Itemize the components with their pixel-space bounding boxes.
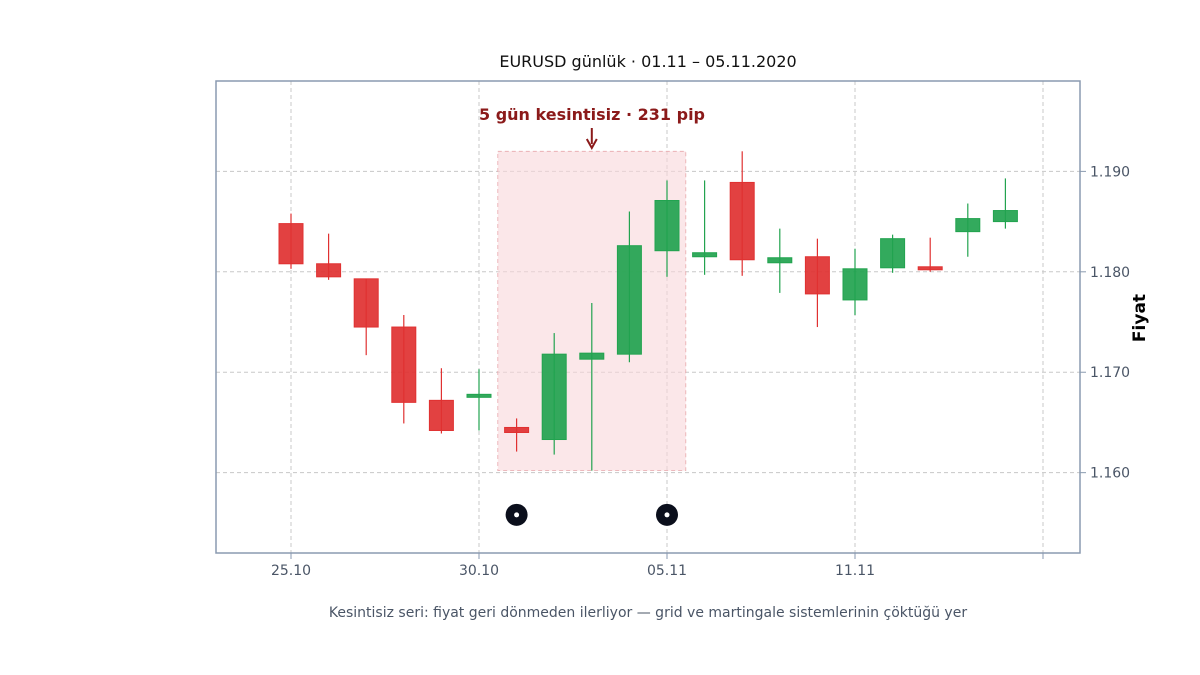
candle bbox=[316, 233, 342, 280]
chart-caption: Kesintisiz seri: fiyat geri dönmeden ile… bbox=[329, 605, 967, 621]
y-tick-label: 1.180 bbox=[1090, 265, 1130, 281]
candle bbox=[917, 237, 943, 272]
candle bbox=[579, 302, 605, 471]
x-tick-label: 05.11 bbox=[647, 563, 687, 579]
candle-body bbox=[729, 181, 755, 261]
candle-body bbox=[541, 353, 567, 441]
candle-body bbox=[466, 393, 492, 398]
candle-body bbox=[880, 238, 906, 269]
candle-body bbox=[504, 426, 530, 433]
y-tick-label: 1.170 bbox=[1090, 365, 1130, 381]
marker-center bbox=[514, 512, 520, 518]
candle bbox=[466, 369, 492, 431]
candle bbox=[804, 238, 830, 328]
marker-layer bbox=[505, 503, 678, 526]
candle-body bbox=[353, 278, 379, 328]
candle-body bbox=[616, 245, 642, 355]
marker-center bbox=[664, 512, 670, 518]
candle bbox=[842, 248, 868, 315]
candle bbox=[353, 278, 379, 356]
y-tick-label: 1.160 bbox=[1090, 466, 1130, 482]
candle bbox=[767, 228, 793, 293]
streak-annotation: 5 gün kesintisiz · 231 pip bbox=[479, 105, 705, 124]
x-tick-label: 30.10 bbox=[459, 563, 499, 579]
candle bbox=[616, 211, 642, 363]
plot-frame bbox=[215, 80, 1081, 554]
candle-body bbox=[654, 200, 680, 252]
candle-body bbox=[428, 399, 454, 431]
candle bbox=[278, 213, 304, 269]
y-axis-label: Fiyat bbox=[1130, 294, 1150, 342]
candle bbox=[729, 151, 755, 276]
candle bbox=[541, 333, 567, 455]
candle-body bbox=[391, 326, 417, 403]
candle bbox=[880, 234, 906, 273]
event-marker bbox=[505, 503, 528, 526]
candle bbox=[428, 368, 454, 434]
candle bbox=[692, 180, 718, 275]
arrow-head bbox=[585, 138, 598, 151]
candle bbox=[391, 314, 417, 424]
annotation-arrow bbox=[585, 128, 598, 151]
candle-body bbox=[917, 266, 943, 271]
y-tick-label: 1.190 bbox=[1090, 164, 1130, 180]
candle-body bbox=[278, 223, 304, 265]
tick-layer: 1.160 1.170 1.180 1.190 25.10 30.10 05.11 11.11 bbox=[271, 164, 1130, 579]
candle-body bbox=[579, 352, 605, 360]
candle-body bbox=[804, 256, 830, 295]
candle-body bbox=[842, 268, 868, 301]
grid-layer bbox=[216, 81, 1080, 553]
candle bbox=[504, 418, 530, 452]
candle bbox=[654, 180, 680, 277]
candle bbox=[992, 178, 1018, 229]
candle-body bbox=[955, 218, 981, 233]
event-marker bbox=[656, 503, 678, 526]
candle-body bbox=[692, 252, 718, 258]
candle-body bbox=[316, 263, 342, 278]
candle-layer bbox=[278, 151, 1018, 471]
candle bbox=[955, 203, 981, 257]
x-tick-label: 11.11 bbox=[835, 563, 875, 579]
chart-title: EURUSD günlük · 01.11 – 05.11.2020 bbox=[499, 52, 796, 71]
candle-body bbox=[992, 210, 1018, 223]
candle-body bbox=[767, 257, 793, 264]
x-tick-label: 25.10 bbox=[271, 563, 311, 579]
